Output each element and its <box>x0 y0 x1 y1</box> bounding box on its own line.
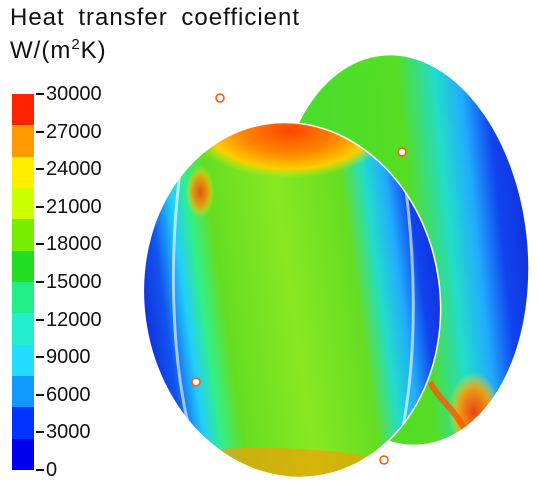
colorbar-tick <box>36 168 44 171</box>
colorbar-tick <box>36 243 44 246</box>
colorbar-tick-label: 15000 <box>46 271 102 293</box>
colorbar-title: Heat transfer coefficient <box>10 4 301 31</box>
colorbar-tick-label: 24000 <box>46 158 102 181</box>
colorbar-tick-label: 9000 <box>46 346 91 369</box>
colorbar-tick <box>36 393 44 396</box>
colorbar-tick <box>36 205 44 208</box>
colorbar-band <box>12 407 34 439</box>
colorbar-band <box>12 438 34 470</box>
colorbar-tick-label: 18000 <box>46 233 102 256</box>
colorbar-band <box>12 94 34 126</box>
colorbar-tick-label: 6000 <box>46 383 91 406</box>
colorbar-band <box>12 344 34 376</box>
colorbar-tick <box>36 431 44 434</box>
colorbar-tick-label: 21000 <box>46 195 102 218</box>
colorbar-tick-label: 27000 <box>46 120 102 143</box>
colorbar-band <box>12 281 34 314</box>
unit-prefix: W/(m <box>10 37 72 64</box>
heat-transfer-contour-figure <box>140 53 530 480</box>
colorbar-tick <box>36 469 44 471</box>
colorbar-tick <box>36 93 44 95</box>
colorbar-tick <box>36 318 44 321</box>
colorbar-band <box>12 375 34 408</box>
colorbar-tick <box>36 356 44 359</box>
colorbar-band <box>12 187 34 220</box>
colorbar-tick <box>36 130 44 133</box>
colorbar-tick-label: 3000 <box>46 421 91 444</box>
colorbar-tick-label: 0 <box>46 459 58 481</box>
colorbar-tick-label: 12000 <box>46 308 102 331</box>
colorbar-band <box>12 125 34 157</box>
colorbar-band <box>12 250 34 282</box>
colorbar <box>12 94 34 470</box>
unit-suffix: K) <box>80 37 107 64</box>
colorbar-band <box>12 156 34 188</box>
colorbar-band <box>12 219 34 251</box>
colorbar-band <box>12 313 34 345</box>
colorbar-unit: W/(m2K) <box>10 36 107 65</box>
colorbar-tick-label: 30000 <box>46 83 102 105</box>
colorbar-tick <box>36 281 44 283</box>
unit-exponent: 2 <box>71 36 81 53</box>
